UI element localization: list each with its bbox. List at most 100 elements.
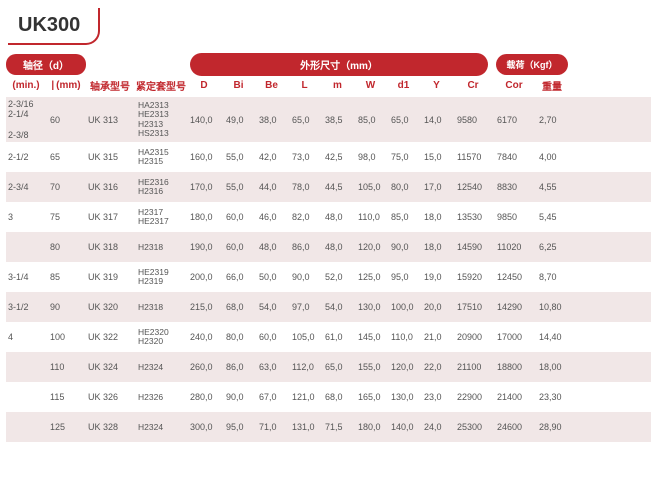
cell-min: 2-3/4 [6, 182, 46, 192]
cell-value: 44,5 [321, 182, 354, 192]
cell-value: 42,0 [255, 152, 288, 162]
cell-value: 65,0 [288, 115, 321, 125]
header-row-1: 轴径（d） 外形尺寸（mm） 载荷（Kgf） [0, 53, 657, 76]
cell-sleeve: H2324 [136, 363, 186, 372]
cell-value: 131,0 [288, 422, 321, 432]
cell-bearing: UK 316 [84, 182, 136, 192]
table-row: 3-1/290UK 320H2318215,068,054,097,054,01… [6, 292, 651, 322]
col-Cr: Cr [453, 80, 493, 91]
cell-value: 6,25 [535, 242, 569, 252]
cell-value: 160,0 [186, 152, 222, 162]
cell-value: 71,5 [321, 422, 354, 432]
cell-value: 4,55 [535, 182, 569, 192]
cell-value: 24,0 [420, 422, 453, 432]
cell-value: 19,0 [420, 272, 453, 282]
cell-value: 180,0 [186, 212, 222, 222]
cell-value: 170,0 [186, 182, 222, 192]
cell-min: 3-1/2 [6, 302, 46, 312]
cell-value: 130,0 [354, 302, 387, 312]
cell-value: 61,0 [321, 332, 354, 342]
cell-sleeve: H2318 [136, 243, 186, 252]
cell-value: 20900 [453, 332, 493, 342]
cell-value: 90,0 [387, 242, 420, 252]
cell-sleeve: H2326 [136, 393, 186, 402]
table-row: 2-1/265UK 315HA2315H2315160,055,042,073,… [6, 142, 651, 172]
cell-value: 90,0 [288, 272, 321, 282]
cell-value: 120,0 [354, 242, 387, 252]
cell-value: 4,00 [535, 152, 569, 162]
cell-mm: 70 [46, 182, 84, 192]
cell-sleeve: HE2320H2320 [136, 328, 186, 347]
cell-value: 65,0 [387, 115, 420, 125]
table-row: 375UK 317H2317HE2317180,060,046,082,048,… [6, 202, 651, 232]
cell-value: 63,0 [255, 362, 288, 372]
col-Be: Be [255, 80, 288, 91]
cell-value: 2,70 [535, 115, 569, 125]
shaft-dia-header: 轴径（d） [6, 54, 86, 75]
cell-value: 10,80 [535, 302, 569, 312]
cell-sleeve: H2324 [136, 423, 186, 432]
cell-bearing: UK 328 [84, 422, 136, 432]
cell-sleeve: HA2315H2315 [136, 148, 186, 167]
cell-mm: 100 [46, 332, 84, 342]
cell-value: 73,0 [288, 152, 321, 162]
cell-min: 3-1/4 [6, 272, 46, 282]
cell-value: 280,0 [186, 392, 222, 402]
cell-value: 82,0 [288, 212, 321, 222]
cell-value: 17,0 [420, 182, 453, 192]
cell-value: 11570 [453, 152, 493, 162]
cell-bearing: UK 315 [84, 152, 136, 162]
table-row: 2-3/470UK 316HE2316H2316170,055,044,078,… [6, 172, 651, 202]
cell-value: 22900 [453, 392, 493, 402]
dimensions-header: 外形尺寸（mm） [190, 53, 488, 76]
table-row: 4100UK 322HE2320H2320240,080,060,0105,06… [6, 322, 651, 352]
product-title: UK300 [18, 14, 80, 37]
cell-value: 9580 [453, 115, 493, 125]
col-d1: d1 [387, 80, 420, 91]
cell-value: 23,30 [535, 392, 569, 402]
cell-value: 18800 [493, 362, 535, 372]
data-rows: 2-3/162-1/4 2-3/860UK 313HA2313HE2313H23… [0, 93, 657, 450]
cell-value: 80,0 [387, 182, 420, 192]
cell-sleeve: HE2319H2319 [136, 268, 186, 287]
cell-value: 112,0 [288, 362, 321, 372]
cell-value: 46,0 [255, 212, 288, 222]
cell-value: 85,0 [387, 212, 420, 222]
cell-value: 95,0 [387, 272, 420, 282]
cell-value: 240,0 [186, 332, 222, 342]
cell-mm: 90 [46, 302, 84, 312]
cell-min [6, 242, 46, 252]
cell-bearing: UK 318 [84, 242, 136, 252]
cell-min [6, 422, 46, 432]
cell-min: 4 [6, 332, 46, 342]
cell-value: 140,0 [186, 115, 222, 125]
cell-sleeve: H2318 [136, 303, 186, 312]
cell-value: 55,0 [222, 152, 255, 162]
cell-value: 11020 [493, 242, 535, 252]
col-mm: |(mm) [46, 80, 84, 91]
cell-value: 17000 [493, 332, 535, 342]
cell-value: 24600 [493, 422, 535, 432]
cell-value: 80,0 [222, 332, 255, 342]
cell-value: 54,0 [321, 302, 354, 312]
cell-value: 120,0 [387, 362, 420, 372]
cell-value: 110,0 [354, 212, 387, 222]
title-tab: UK300 [8, 8, 100, 45]
cell-mm: 60 [46, 115, 84, 125]
cell-value: 15920 [453, 272, 493, 282]
col-Cor: Cor [493, 80, 535, 91]
col-weight: 重量 [535, 78, 569, 93]
cell-value: 105,0 [354, 182, 387, 192]
cell-value: 98,0 [354, 152, 387, 162]
cell-sleeve: HA2313HE2313H2313HS2313 [136, 101, 186, 138]
cell-bearing: UK 313 [84, 115, 136, 125]
cell-value: 8,70 [535, 272, 569, 282]
cell-min: 2-1/2 [6, 152, 46, 162]
cell-sleeve: HE2316H2316 [136, 178, 186, 197]
cell-value: 155,0 [354, 362, 387, 372]
col-sleeve: 紧定套型号 [136, 78, 186, 93]
cell-value: 300,0 [186, 422, 222, 432]
cell-bearing: UK 317 [84, 212, 136, 222]
cell-min: 2-3/162-1/4 2-3/8 [6, 99, 46, 140]
col-min: (min.) [6, 80, 46, 91]
